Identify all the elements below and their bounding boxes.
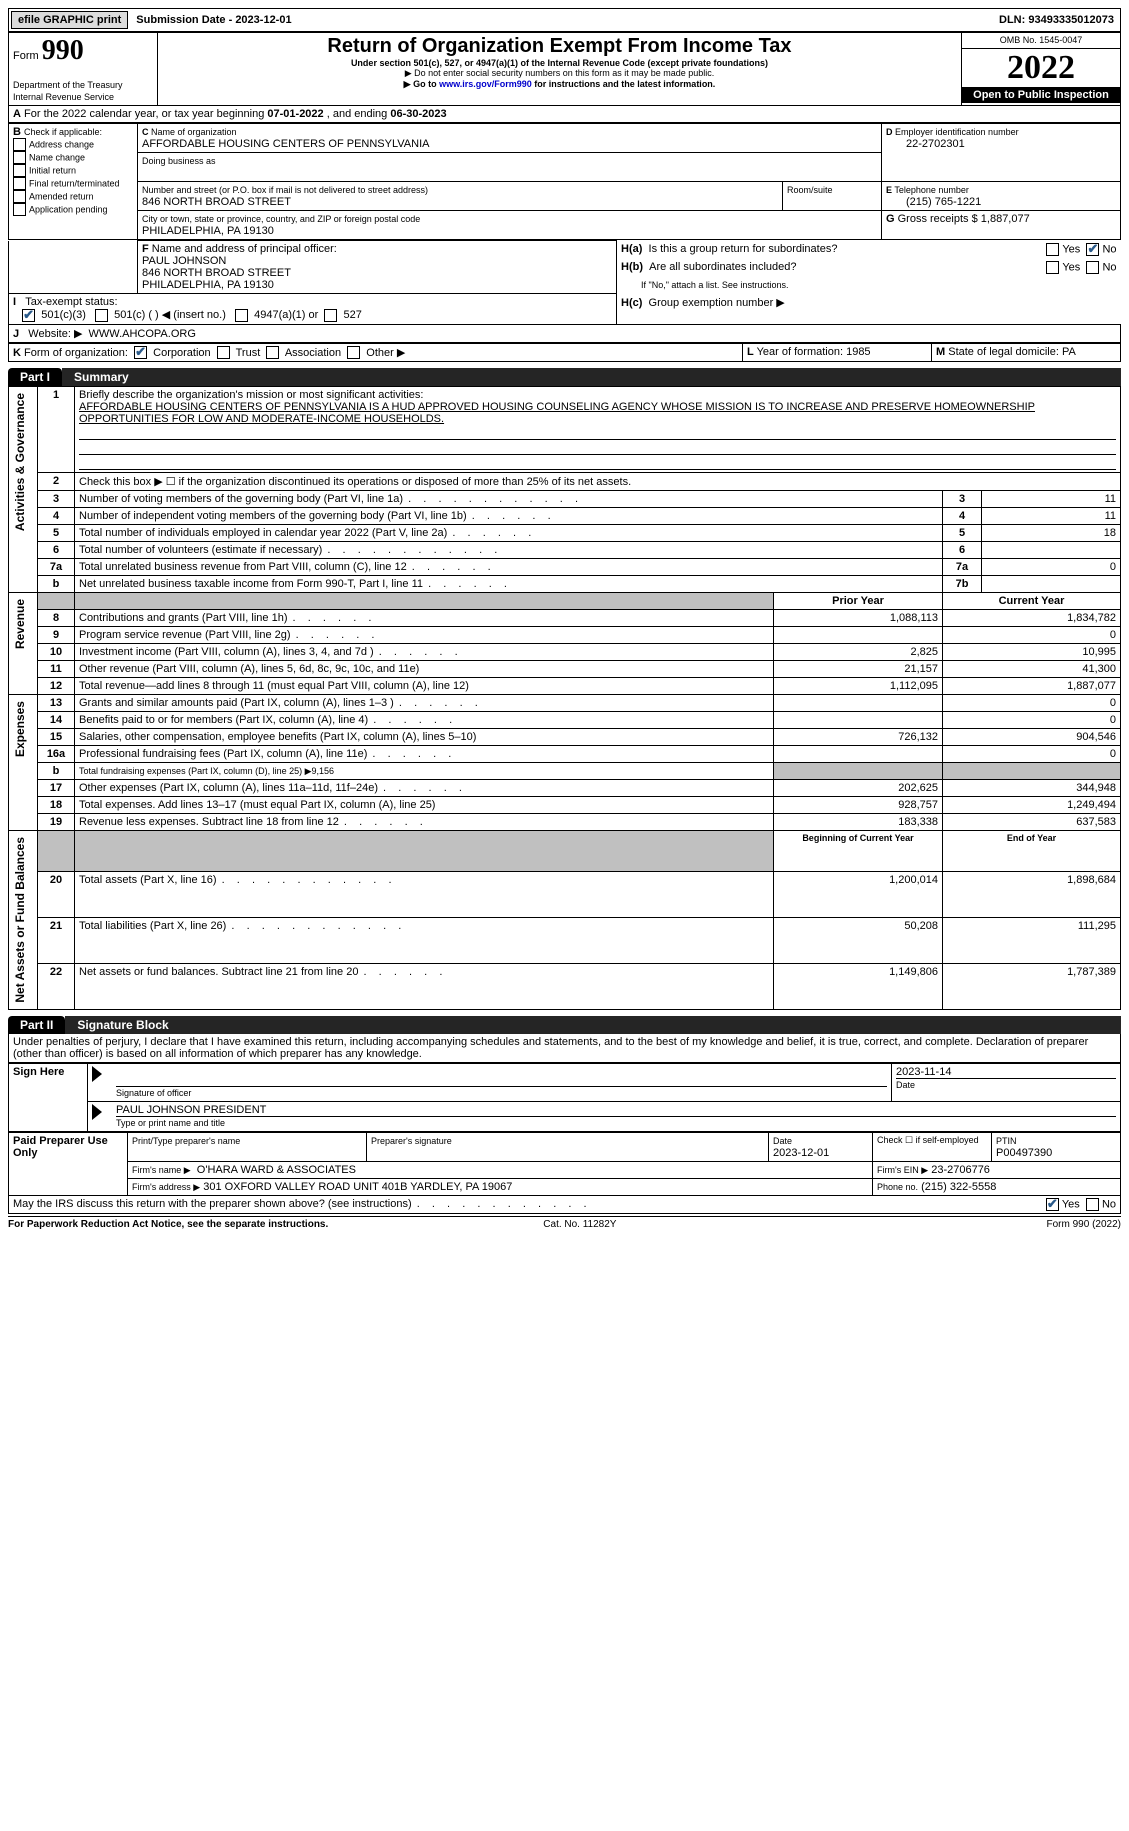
section-revenue-label: Revenue (13, 595, 27, 653)
phone-label: Telephone number (894, 185, 969, 195)
website-label: Website: ▶ (28, 328, 82, 340)
arrow-icon (92, 1066, 102, 1082)
year-formation: 1985 (846, 346, 870, 358)
date-label: Date (896, 1080, 915, 1090)
discuss-row: May the IRS discuss this return with the… (8, 1196, 1121, 1214)
officer-group-block: F Name and address of principal officer:… (8, 240, 1121, 343)
irs-link[interactable]: www.irs.gov/Form990 (439, 79, 532, 89)
dba-label: Doing business as (142, 156, 216, 166)
section-activities-label: Activities & Governance (13, 389, 27, 535)
city-value: PHILADELPHIA, PA 19130 (142, 225, 274, 237)
q1-label: Briefly describe the organization's miss… (79, 389, 423, 401)
part2-header: Part II Signature Block (8, 1016, 1121, 1034)
org-name-label: Name of organization (151, 127, 237, 137)
submission-date: Submission Date - 2023-12-01 (130, 12, 297, 28)
sign-here-label: Sign Here (9, 1063, 88, 1131)
sig-officer-label: Signature of officer (116, 1088, 191, 1098)
section-netassets-label: Net Assets or Fund Balances (13, 833, 27, 1007)
phone-value: (215) 765-1221 (906, 196, 1116, 208)
form-label: Form (13, 50, 39, 62)
officer-name-title: PAUL JOHNSON PRESIDENT (116, 1104, 1116, 1117)
mission-text: AFFORDABLE HOUSING CENTERS OF PENNSYLVAN… (79, 401, 1035, 425)
officer-addr1: 846 NORTH BROAD STREET (142, 267, 291, 279)
street-label: Number and street (or P.O. box if mail i… (142, 185, 428, 195)
sign-here-block: Sign Here Signature of officer 2023-11-1… (8, 1063, 1121, 1132)
gross-receipts-value: 1,887,077 (981, 213, 1030, 225)
declaration-text: Under penalties of perjury, I declare th… (8, 1034, 1121, 1063)
form-subtitle: Under section 501(c), 527, or 4947(a)(1)… (162, 58, 957, 68)
omb-number: OMB No. 1545-0047 (962, 33, 1121, 49)
officer-addr2: PHILADELPHIA, PA 19130 (142, 279, 274, 291)
room-label: Room/suite (787, 185, 833, 195)
footer: For Paperwork Reduction Act Notice, see … (8, 1216, 1121, 1230)
dln-label: DLN: 93493335012073 (999, 14, 1120, 26)
form-title: Return of Organization Exempt From Incom… (162, 35, 957, 58)
klm-block: K Form of organization: Corporation Trus… (8, 343, 1121, 363)
ein-value: 22-2702301 (906, 138, 1116, 150)
paid-preparer-label: Paid Preparer Use Only (9, 1132, 128, 1195)
arrow-icon (92, 1104, 102, 1120)
header-block: Form 990 Department of the Treasury Inte… (8, 32, 1121, 106)
ha-label: Is this a group return for subordinates? (649, 243, 838, 255)
sig-date: 2023-11-14 (896, 1066, 1116, 1079)
dept-label: Department of the Treasury Internal Reve… (13, 80, 123, 102)
officer-name: PAUL JOHNSON (142, 255, 226, 267)
note-link: ▶ Go to www.irs.gov/Form990 for instruct… (162, 79, 957, 90)
part1-header: Part I Summary (8, 368, 1121, 386)
hb-label: Are all subordinates included? (649, 261, 796, 273)
website-value: WWW.AHCOPA.ORG (89, 328, 196, 340)
note-ssn: ▶ Do not enter social security numbers o… (162, 68, 957, 79)
state-domicile: PA (1062, 346, 1076, 358)
top-bar: efile GRAPHIC print Submission Date - 20… (8, 8, 1121, 32)
form-number: 990 (42, 35, 84, 66)
tax-year: 2022 (962, 49, 1120, 87)
hc-label: Group exemption number ▶ (649, 297, 785, 309)
paid-preparer-block: Paid Preparer Use Only Print/Type prepar… (8, 1132, 1121, 1196)
tax-exempt-label: Tax-exempt status: (25, 296, 117, 308)
entity-block: B Check if applicable: Address change Na… (8, 123, 1121, 240)
section-a: A For the 2022 calendar year, or tax yea… (8, 106, 1121, 123)
part1-table: Activities & Governance 1 Briefly descri… (8, 386, 1121, 1010)
firm-ein: 23-2706776 (931, 1164, 990, 1176)
officer-label: Name and address of principal officer: (152, 243, 337, 255)
form-org-label: Form of organization: (24, 347, 128, 359)
org-name: AFFORDABLE HOUSING CENTERS OF PENNSYLVAN… (142, 138, 429, 150)
officer-label: Type or print name and title (116, 1118, 225, 1128)
firm-address: 301 OXFORD VALLEY ROAD UNIT 401B YARDLEY… (203, 1181, 512, 1193)
hb-note: If "No," attach a list. See instructions… (641, 280, 788, 290)
city-label: City or town, state or province, country… (142, 214, 420, 224)
open-inspection: Open to Public Inspection (962, 87, 1120, 103)
efile-print-button[interactable]: efile GRAPHIC print (11, 11, 128, 29)
street-value: 846 NORTH BROAD STREET (142, 196, 291, 208)
section-expenses-label: Expenses (13, 697, 27, 761)
firm-phone: (215) 322-5558 (921, 1181, 996, 1193)
ein-label: Employer identification number (895, 127, 1019, 137)
firm-name: O'HARA WARD & ASSOCIATES (197, 1164, 356, 1176)
check-applicable-label: Check if applicable: (24, 127, 102, 137)
gross-receipts-label: Gross receipts $ (898, 213, 978, 225)
q2-text: Check this box ▶ ☐ if the organization d… (75, 473, 1121, 491)
